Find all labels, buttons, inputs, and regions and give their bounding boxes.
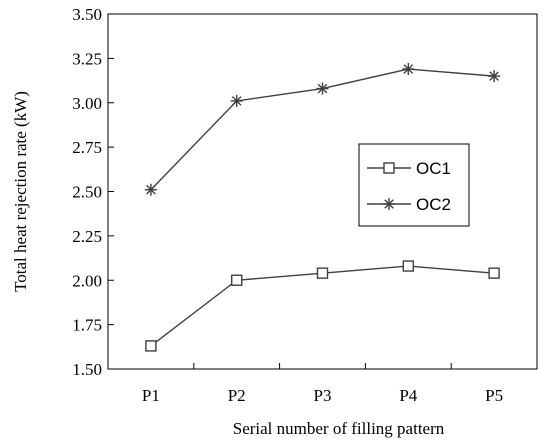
y-tick-label: 1.75 (72, 316, 102, 335)
x-tick-label: P3 (314, 386, 332, 405)
y-tick-label: 2.25 (72, 227, 102, 246)
data-point-oc1 (230, 274, 243, 286)
data-point-oc1 (316, 267, 329, 279)
y-tick-label: 2.50 (72, 183, 102, 202)
y-axis-ticks: 1.50 1.75 2.00 2.25 2.50 2.75 3.00 3.25 3.50 (72, 5, 114, 379)
y-axis-title: Total heat rejection rate (kW) (11, 91, 30, 292)
legend-marker-oc2 (383, 198, 395, 210)
legend: OC1 OC2 (358, 143, 470, 227)
y-tick-label: 3.25 (72, 49, 102, 68)
legend-label: OC2 (416, 195, 451, 214)
data-point-oc1 (145, 340, 157, 352)
data-point-oc2 (230, 94, 243, 107)
legend-label: OC1 (416, 159, 451, 178)
series-oc2 (144, 63, 501, 196)
legend-marker-oc1 (383, 162, 395, 174)
series-oc1 (145, 260, 500, 352)
y-tick-label: 2.00 (72, 271, 102, 290)
data-point-oc1 (488, 267, 500, 279)
legend-item-oc1: OC1 (367, 159, 451, 178)
data-point-oc2 (488, 70, 501, 83)
x-tick-label: P5 (485, 386, 503, 405)
data-point-oc2 (402, 63, 415, 76)
y-tick-label: 1.50 (72, 360, 102, 379)
y-tick-label: 3.00 (72, 94, 102, 113)
x-axis-ticks: P1 P2 P3 P4 P5 (142, 363, 503, 405)
y-tick-label: 3.50 (72, 5, 102, 24)
x-tick-label: P4 (399, 386, 417, 405)
legend-item-oc2: OC2 (367, 195, 451, 214)
x-axis-title: Serial number of filling pattern (233, 419, 445, 438)
data-point-oc2 (316, 82, 329, 95)
x-tick-label: P2 (228, 386, 246, 405)
y-tick-label: 2.75 (72, 138, 102, 157)
data-point-oc2 (144, 183, 157, 196)
series-layer (144, 63, 501, 352)
x-tick-label: P1 (142, 386, 160, 405)
legend-box (358, 143, 470, 227)
data-point-oc1 (402, 260, 414, 272)
